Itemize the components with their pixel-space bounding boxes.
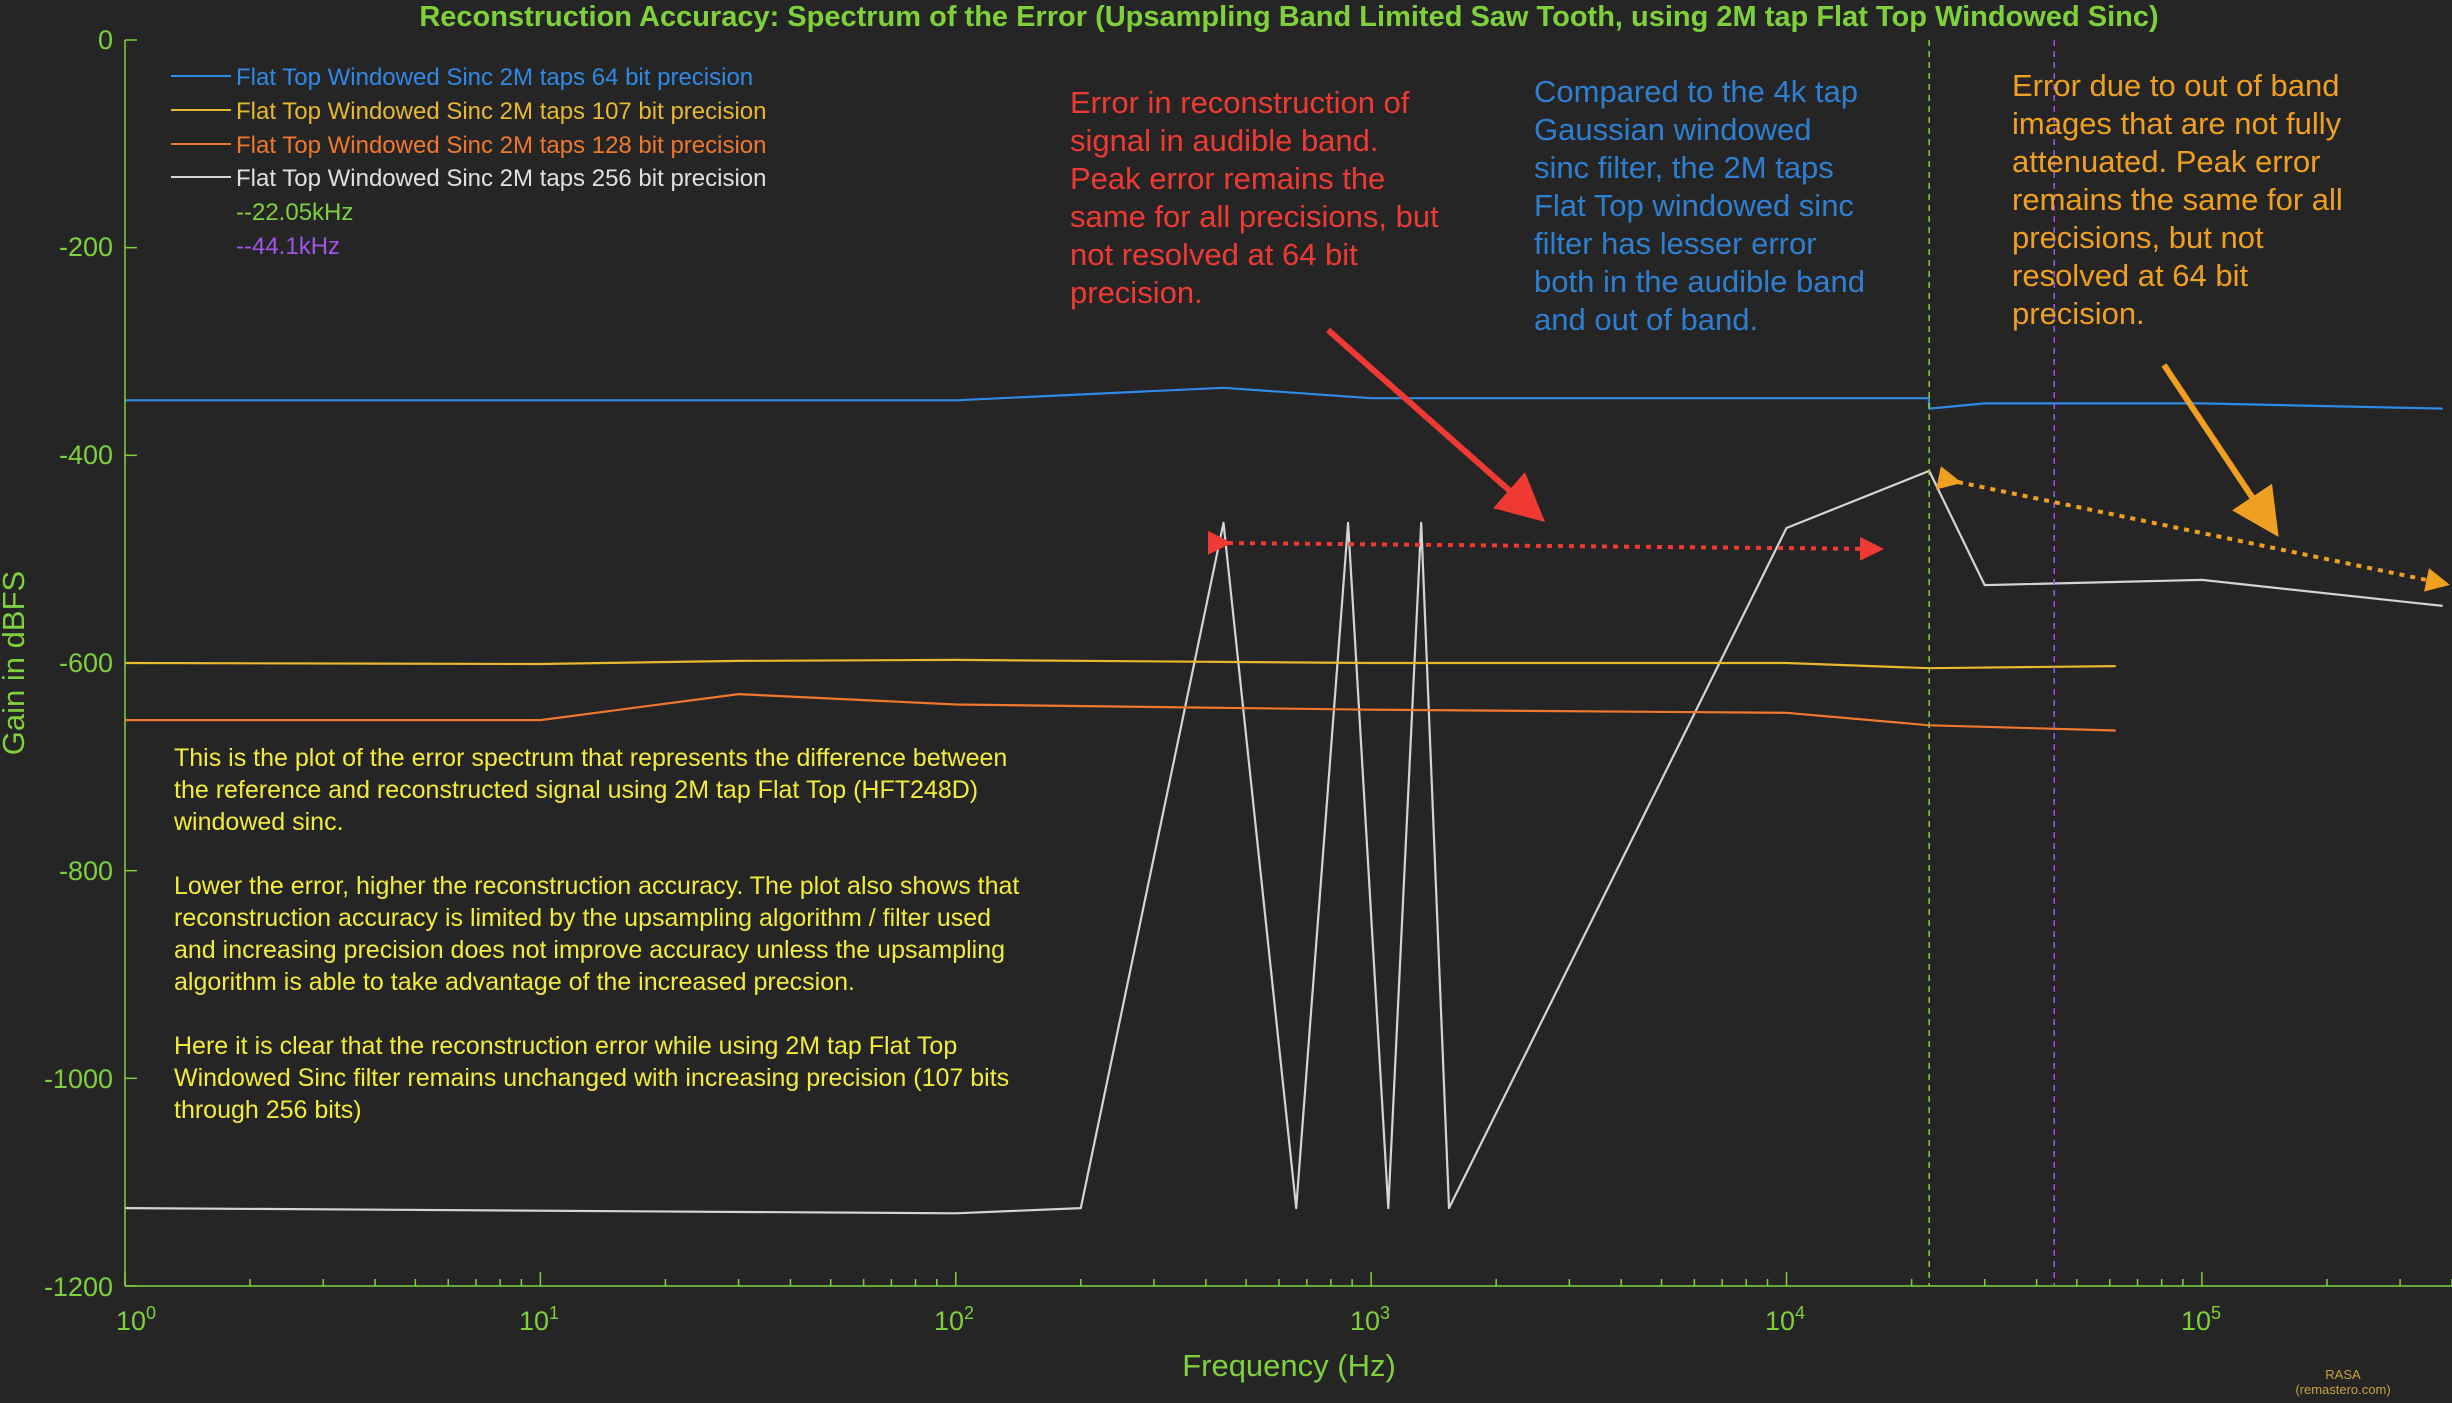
legend-label: --44.1kHz bbox=[236, 233, 340, 260]
y-tick-label: -200 bbox=[59, 232, 113, 262]
legend-label: Flat Top Windowed Sinc 2M taps 128 bit p… bbox=[236, 132, 767, 159]
legend-entry: Flat Top Windowed Sinc 2M taps 128 bit p… bbox=[171, 132, 767, 159]
x-tick-label: 105 bbox=[2181, 1303, 2221, 1336]
y-tick-label: -1200 bbox=[44, 1272, 113, 1302]
y-tick-label: -800 bbox=[59, 856, 113, 886]
x-axis-label: Frequency (Hz) bbox=[1182, 1348, 1396, 1383]
legend: Flat Top Windowed Sinc 2M taps 64 bit pr… bbox=[171, 64, 767, 260]
chart-title: Reconstruction Accuracy: Spectrum of the… bbox=[419, 1, 2158, 33]
series-line bbox=[124, 658, 2116, 670]
credit-name: RASA bbox=[2325, 1367, 2361, 1382]
legend-entry: Flat Top Windowed Sinc 2M taps 107 bit p… bbox=[171, 98, 767, 125]
legend-entry: --22.05kHz bbox=[236, 199, 353, 226]
series-line bbox=[125, 386, 2443, 410]
annotations: Error in reconstruction of signal in aud… bbox=[1070, 68, 2450, 592]
peak-range-arrow-red bbox=[1207, 530, 1884, 561]
description-paragraph-3: Here it is clear that the reconstruction… bbox=[174, 1032, 1016, 1124]
annotation-comparison: Compared to the 4k tap Gaussian windowed… bbox=[1534, 74, 1874, 337]
description-text: This is the plot of the error spectrum t… bbox=[173, 744, 1026, 1124]
credit: RASA (remastero.com) bbox=[2295, 1367, 2390, 1397]
series-line bbox=[125, 692, 2116, 732]
legend-entry: --44.1kHz bbox=[236, 233, 340, 260]
legend-label: Flat Top Windowed Sinc 2M taps 64 bit pr… bbox=[236, 64, 753, 91]
description-paragraph-1: This is the plot of the error spectrum t… bbox=[173, 744, 1014, 836]
legend-label: --22.05kHz bbox=[236, 199, 353, 226]
y-tick-label: -600 bbox=[59, 648, 113, 678]
x-tick-labels: 100 101 102 103 104 105 bbox=[116, 1303, 2221, 1336]
y-tick-label: -1000 bbox=[44, 1064, 113, 1094]
description-paragraph-2: Lower the error, higher the reconstructi… bbox=[174, 872, 1026, 996]
x-tick-label: 103 bbox=[1350, 1303, 1390, 1336]
annotation-out-of-band: Error due to out of band images that are… bbox=[2012, 68, 2351, 331]
reference-lines bbox=[1928, 40, 2055, 1286]
annotation-audible-band: Error in reconstruction of signal in aud… bbox=[1070, 85, 1447, 310]
y-tick-label: 0 bbox=[98, 25, 113, 55]
plot-area bbox=[124, 39, 2452, 1287]
credit-site: (remastero.com) bbox=[2295, 1382, 2390, 1397]
legend-label: Flat Top Windowed Sinc 2M taps 256 bit p… bbox=[236, 165, 767, 192]
x-tick-label: 104 bbox=[1765, 1303, 1805, 1336]
y-tick-label: -400 bbox=[59, 440, 113, 470]
x-tick-label: 100 bbox=[116, 1303, 156, 1336]
axis-ticks bbox=[124, 39, 2452, 1287]
legend-label: Flat Top Windowed Sinc 2M taps 107 bit p… bbox=[236, 98, 767, 125]
legend-entry: Flat Top Windowed Sinc 2M taps 256 bit p… bbox=[171, 165, 767, 192]
y-axis-label: Gain in dBFS bbox=[0, 571, 31, 755]
x-tick-label: 101 bbox=[519, 1303, 559, 1336]
annotation-arrow-red bbox=[1326, 327, 1545, 522]
legend-entry: Flat Top Windowed Sinc 2M taps 64 bit pr… bbox=[171, 64, 753, 91]
x-tick-label: 102 bbox=[934, 1303, 974, 1336]
y-tick-labels: 0 -200 -400 -600 -800 -1000 -1200 bbox=[44, 25, 113, 1302]
